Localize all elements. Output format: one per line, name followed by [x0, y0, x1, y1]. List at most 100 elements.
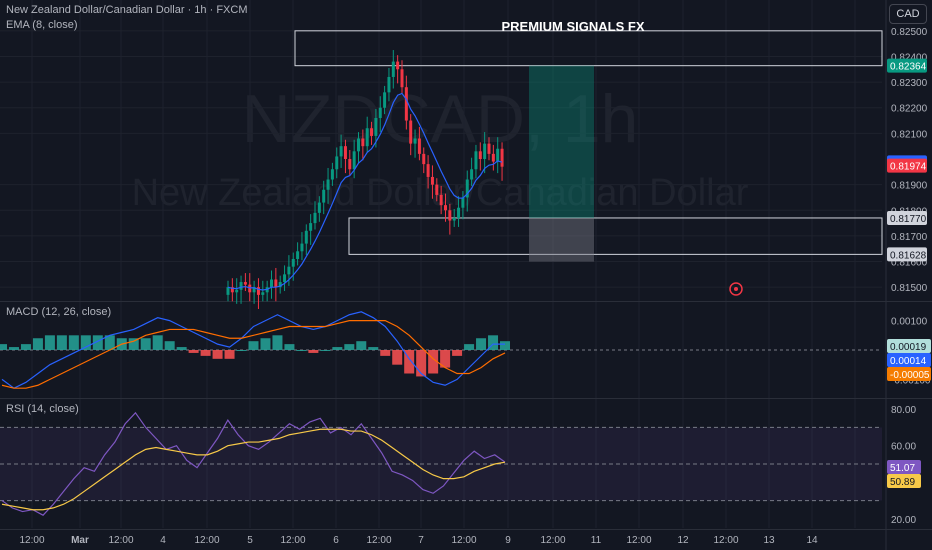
macd-histogram-bar	[368, 347, 379, 350]
time-tick-label: 12:00	[451, 535, 476, 546]
macd-histogram-bar	[356, 341, 367, 350]
candle-body	[487, 143, 491, 154]
price-axis[interactable]: 0.82500 0.82400 0.82300 0.82200 0.82100 0.819…	[887, 27, 931, 526]
candle-body	[396, 61, 400, 70]
price-tick-label: 0.81500	[891, 283, 928, 294]
candle-body	[230, 287, 234, 293]
macd-histogram-bar	[392, 350, 403, 365]
candle-body	[474, 151, 478, 170]
rsi-value-label: 50.89	[890, 477, 915, 488]
candle-body	[309, 223, 313, 231]
candle-body	[383, 92, 387, 108]
rsi-value-box	[887, 474, 921, 488]
macd-histogram-bar	[416, 350, 427, 377]
candle-body	[417, 138, 421, 154]
price-label: 0.81974	[890, 162, 927, 173]
price-label-box	[887, 158, 927, 173]
annotation-text[interactable]: PREMIUM SIGNALS FX	[501, 19, 644, 34]
price-tick-label: 0.81600	[891, 258, 928, 269]
macd-histogram-bar	[32, 338, 43, 350]
price-tick-label: 0.82100	[891, 129, 928, 140]
macd-histogram-bar	[488, 335, 499, 350]
candle-body	[457, 207, 461, 218]
candle-body	[430, 176, 434, 185]
macd-tick-label: 0.00100	[891, 317, 928, 328]
candle-body	[283, 274, 287, 283]
candle-body	[370, 128, 374, 136]
candle-body	[326, 179, 330, 190]
long-position-tool[interactable]	[529, 65, 594, 262]
candle-body	[278, 282, 282, 288]
macd-histogram-bar	[452, 350, 463, 356]
candle-body	[400, 69, 404, 88]
macd-histogram-bar	[56, 335, 67, 350]
candle-body	[483, 143, 487, 159]
price-label-box	[887, 247, 927, 262]
macd-histogram-bar	[296, 350, 307, 351]
price-label: 0.81770	[890, 214, 927, 225]
alert-clock-icon[interactable]	[729, 282, 743, 296]
candle-body	[352, 151, 356, 170]
macd-value-box	[887, 367, 931, 381]
macd-histogram-bar	[0, 344, 7, 350]
candle-body	[391, 61, 395, 77]
macd-histogram-bar	[44, 335, 55, 350]
candle-body	[304, 230, 308, 244]
macd-legend[interactable]: MACD (12, 26, close)	[6, 306, 112, 318]
time-tick-label: 12:00	[626, 535, 651, 546]
time-tick-label: 12:00	[280, 535, 305, 546]
candle-body	[348, 159, 352, 170]
candle-body	[296, 251, 300, 259]
price-tick-label: 0.81900	[891, 181, 928, 192]
price-tick-label: 0.82400	[891, 52, 928, 63]
time-tick-label: 12:00	[366, 535, 391, 546]
time-tick-label: 5	[247, 535, 253, 546]
currency-button[interactable]: CAD	[889, 4, 927, 24]
ema-legend[interactable]: EMA (8, close)	[6, 19, 78, 31]
price-label-box	[887, 210, 927, 225]
time-tick-label: 12:00	[108, 535, 133, 546]
candle-body	[448, 210, 452, 221]
candle-body	[470, 169, 474, 180]
candle-body	[322, 189, 326, 203]
price-tick-label: 0.82200	[891, 104, 928, 115]
candle-body	[444, 205, 447, 211]
candle-body	[365, 128, 369, 147]
position-stop-area	[529, 217, 594, 262]
time-tick-label: 13	[763, 535, 775, 546]
macd-value-box	[887, 353, 931, 367]
candle-body	[287, 266, 291, 275]
macd-histogram-bar	[20, 344, 31, 350]
candle-body	[252, 287, 256, 293]
macd-histogram-bar	[272, 335, 283, 350]
macd-value-label: 0.00019	[890, 342, 927, 353]
candle-body	[335, 156, 339, 170]
macd-histogram-bar	[464, 344, 475, 350]
candle-body	[422, 153, 426, 165]
rsi-pane	[1, 411, 506, 516]
macd-histogram-bar	[104, 335, 115, 350]
candle-body	[404, 87, 408, 121]
macd-value-box	[887, 339, 931, 353]
candle-body	[226, 287, 230, 295]
time-tick-label: 12:00	[19, 535, 44, 546]
price-candles	[226, 50, 504, 309]
macd-signal-line	[1, 320, 506, 389]
macd-histogram-bar	[500, 341, 510, 350]
time-axis[interactable]: 12:00 Mar 12:00 4 12:00 5 12:00 6 12:00 7 12:00 9 12…	[19, 535, 818, 546]
candle-body	[300, 243, 304, 252]
candle-body	[274, 279, 278, 288]
price-label-box	[887, 58, 927, 73]
time-tick-label: 9	[505, 535, 511, 546]
candle-body	[378, 107, 382, 118]
rsi-legend[interactable]: RSI (14, close)	[6, 403, 79, 415]
candle-body	[313, 212, 317, 224]
macd-pane	[0, 311, 882, 389]
watermark-symbol: NZDCAD, 1h	[242, 81, 639, 157]
macd-histogram-bar	[260, 338, 271, 350]
supply-demand-zones[interactable]	[294, 30, 883, 255]
macd-histogram-bar	[380, 350, 391, 356]
time-tick-label: 14	[806, 535, 818, 546]
candle-body	[317, 202, 321, 213]
